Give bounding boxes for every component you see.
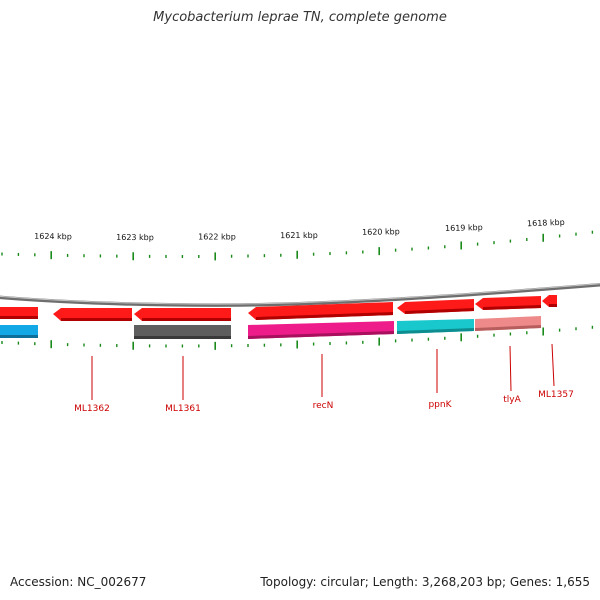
cds-arrow-ML1362 (53, 308, 132, 321)
feature-track (0, 316, 541, 339)
kbp-label-1624: 1624 kbp (34, 232, 72, 242)
backbone-arc (0, 283, 600, 307)
feature-left-partial (0, 325, 38, 338)
kbp-label-1618: 1618 kbp (527, 218, 565, 229)
kbp-label-1623: 1623 kbp (116, 233, 154, 242)
top-tick-ruler (1, 230, 594, 261)
map-title: Mycobacterium leprae TN, complete genome (153, 10, 447, 25)
gene-label-ML1361: ML1361 (165, 404, 201, 414)
kbp-labels: 1624 kbp 1623 kbp 1622 kbp 1621 kbp 1620… (34, 218, 565, 242)
feature-ML1361 (134, 325, 231, 339)
gene-label-recN: recN (313, 401, 334, 411)
accession-text: Accession: NC_002677 (10, 575, 147, 589)
gene-label-ppnK: ppnK (428, 400, 452, 410)
gene-label-tlyA: tlyA (503, 395, 521, 405)
gene-labels: ML1362 ML1361 recN ppnK tlyA ML1357 (74, 390, 574, 414)
bottom-tick-ruler (1, 325, 594, 350)
kbp-label-1622: 1622 kbp (198, 233, 236, 242)
kbp-label-1621: 1621 kbp (280, 231, 318, 240)
cds-track (0, 295, 557, 321)
gene-label-ML1362: ML1362 (74, 404, 110, 414)
genome-summary-text: Topology: circular; Length: 3,268,203 bp… (260, 575, 590, 589)
kbp-label-1619: 1619 kbp (445, 223, 483, 233)
gene-label-lines (91, 343, 555, 400)
gene-label-ML1357: ML1357 (538, 390, 574, 400)
kbp-label-1620: 1620 kbp (362, 227, 400, 237)
cds-arrow-ML1361 (134, 308, 231, 321)
